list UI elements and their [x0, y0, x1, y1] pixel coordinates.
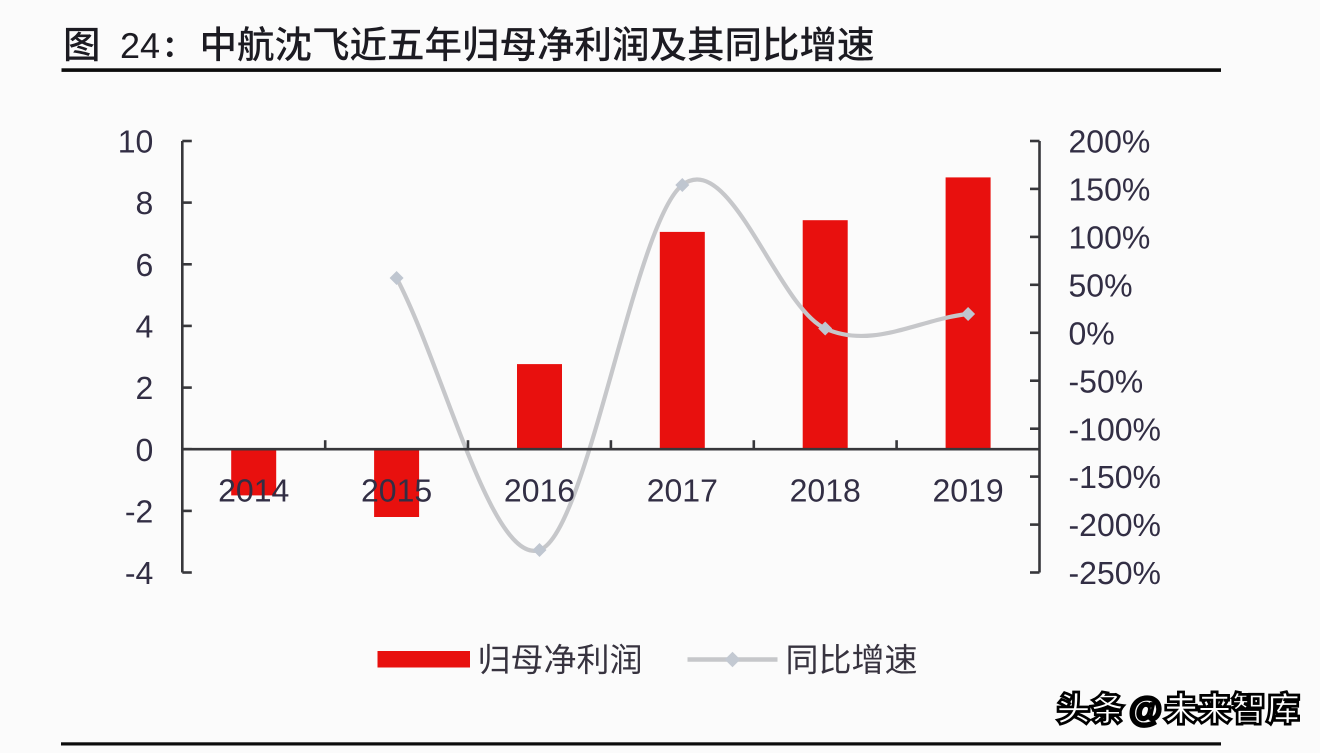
svg-text:150%: 150% [1069, 172, 1151, 208]
svg-text:2: 2 [136, 370, 154, 406]
svg-text:0: 0 [136, 432, 154, 468]
svg-text:6: 6 [136, 247, 154, 283]
svg-text:-2: -2 [125, 494, 153, 530]
svg-text:-4: -4 [125, 555, 153, 591]
svg-text:200%: 200% [1069, 124, 1151, 160]
svg-text:2017: 2017 [647, 473, 718, 509]
svg-text:100%: 100% [1069, 220, 1151, 256]
svg-text:-250%: -250% [1069, 555, 1162, 591]
svg-text:@: @ [1129, 691, 1162, 729]
svg-text:2018: 2018 [790, 473, 861, 509]
svg-text:-100%: -100% [1069, 411, 1162, 447]
svg-text:-200%: -200% [1069, 507, 1162, 543]
svg-text:-50%: -50% [1069, 363, 1144, 399]
svg-text:4: 4 [136, 309, 154, 345]
svg-text:-150%: -150% [1069, 459, 1162, 495]
svg-text:24: 24 [120, 25, 160, 66]
svg-text:2019: 2019 [933, 473, 1004, 509]
svg-text:2016: 2016 [504, 473, 575, 509]
svg-text:10: 10 [118, 124, 154, 160]
svg-text:0%: 0% [1069, 315, 1115, 351]
svg-text:50%: 50% [1069, 267, 1133, 303]
svg-text:2014: 2014 [218, 473, 289, 509]
svg-text:8: 8 [136, 185, 154, 221]
svg-text:2015: 2015 [361, 473, 432, 509]
